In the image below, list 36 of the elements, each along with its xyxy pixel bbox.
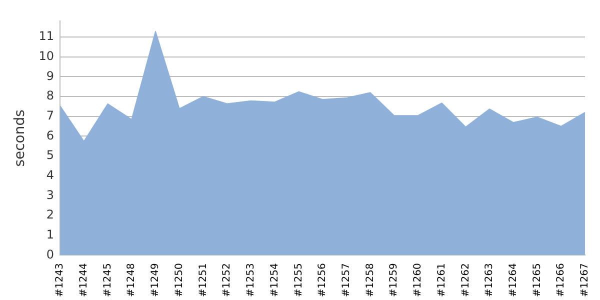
x-tick-label: #1256 (317, 263, 328, 297)
x-tick-label: #1261 (436, 263, 448, 297)
x-tick-label: #1257 (340, 263, 352, 297)
y-tick-label: 8 (46, 88, 54, 103)
y-tick-label: 0 (46, 247, 54, 262)
y-tick-label: 10 (38, 49, 54, 64)
x-tick-label: #1248 (126, 263, 138, 297)
y-tick-label: 11 (38, 29, 54, 44)
y-tick-label: 5 (46, 148, 54, 162)
x-tick-label: #1252 (222, 263, 233, 297)
x-tick-label: #1258 (364, 263, 376, 297)
x-tick-label: #1265 (532, 263, 543, 297)
y-tick-label: 4 (46, 168, 54, 182)
x-tick-label: #1249 (150, 263, 162, 297)
y-axis-title: seconds (12, 110, 28, 167)
x-tick-label: #1251 (198, 263, 209, 297)
x-tick-label: #1244 (78, 263, 90, 297)
y-tick-label: 6 (46, 128, 54, 142)
y-tick-label: 7 (46, 108, 54, 122)
x-tick-label: #1260 (412, 263, 424, 297)
x-tick-label: #1243 (54, 263, 66, 297)
x-tick-label: #1250 (174, 263, 185, 297)
x-tick-label: #1253 (246, 263, 257, 297)
y-tick-label: 2 (46, 208, 54, 222)
x-tick-label: #1263 (484, 263, 496, 297)
y-tick-label: 9 (46, 68, 54, 83)
x-tick-label: #1255 (293, 263, 304, 297)
x-tick-label: #1267 (580, 263, 591, 297)
x-tick-label: #1254 (269, 263, 280, 297)
x-tick-label: #1266 (556, 263, 567, 297)
x-tick-label: #1245 (102, 263, 114, 297)
x-tick-label: #1264 (508, 263, 520, 297)
x-tick-label: #1259 (388, 263, 400, 297)
y-tick-label: 1 (46, 227, 54, 242)
y-tick-label: 3 (46, 188, 54, 202)
x-tick-label: #1262 (460, 263, 472, 297)
